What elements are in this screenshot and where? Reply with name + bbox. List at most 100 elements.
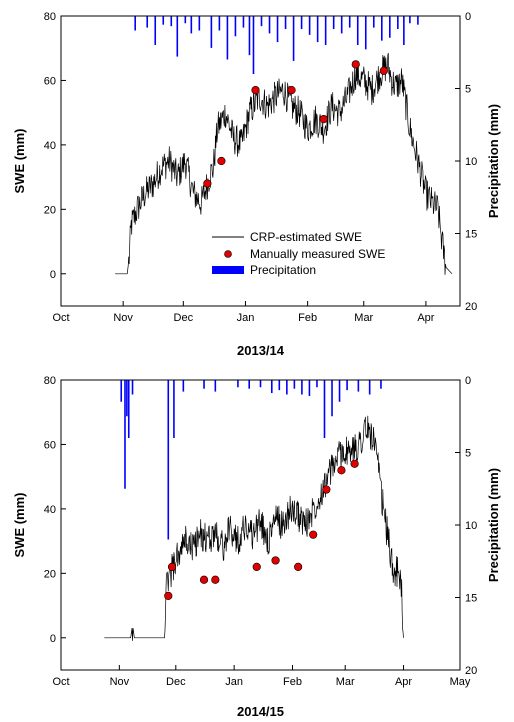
x-tick-label: Mar	[354, 312, 373, 324]
precipitation-bar	[173, 380, 175, 438]
y-tick-label: 20	[44, 568, 56, 580]
y-tick-label: 0	[50, 269, 56, 281]
precipitation-bar	[218, 16, 221, 31]
x-tick-label: Oct	[52, 312, 69, 324]
precipitation-bar	[340, 16, 343, 34]
manual-swe-point	[217, 156, 226, 166]
precipitation-bar	[124, 380, 126, 489]
y2-tick-label: 20	[465, 665, 477, 677]
precipitation-bar	[203, 380, 205, 389]
legend: CRP-estimated SWE Manually measured SWE …	[212, 230, 385, 277]
precipitation-bar	[120, 380, 123, 402]
manual-swe-point	[319, 115, 328, 124]
manual-swe-points	[203, 60, 388, 188]
manual-swe-point	[211, 575, 220, 584]
x-tick-label: Nov	[110, 676, 130, 688]
crp-swe-series-line	[104, 415, 404, 641]
y2-tick-label: 5	[465, 448, 471, 460]
manual-swe-point	[379, 66, 388, 75]
precipitation-bar	[409, 16, 411, 24]
precipitation-bar	[226, 16, 229, 60]
precipitation-bar	[270, 380, 273, 394]
panel-title: 2014/15	[237, 704, 284, 719]
x-tick-label: Dec	[166, 676, 186, 688]
precipitation-bar	[348, 16, 351, 28]
manual-swe-point	[351, 60, 360, 69]
precipitation-bar	[364, 16, 367, 50]
x-tick-label: Apr	[395, 676, 412, 688]
precipitation-bar	[316, 16, 319, 43]
manual-swe-point	[294, 562, 303, 571]
manual-swe-point	[167, 562, 177, 571]
precipitation-bar	[332, 16, 335, 30]
precipitation-bar	[127, 380, 130, 438]
precipitation-bar	[268, 16, 271, 34]
precipitation-bar	[293, 380, 296, 389]
x-tick-label: Feb	[283, 676, 302, 688]
x-tick-label: Apr	[417, 312, 434, 324]
x-tick-label: Nov	[113, 312, 133, 324]
precipitation-bar	[237, 380, 239, 388]
y-tick-label: 40	[44, 140, 56, 152]
manual-swe-point	[203, 179, 212, 188]
x-tick-label: May	[450, 676, 471, 688]
manual-swe-point	[309, 530, 318, 539]
y2-tick-label: 10	[465, 520, 477, 532]
precipitation-bar	[131, 380, 134, 395]
precipitation-bar	[242, 16, 245, 28]
precipitation-bar	[324, 16, 327, 45]
manual-swe-point	[350, 459, 359, 468]
manual-swe-points	[164, 459, 359, 600]
y2-tick-label: 0	[465, 11, 471, 23]
precipitation-bar	[368, 380, 371, 395]
panel-title: 2013/14	[237, 343, 285, 358]
y-tick-label: 60	[44, 439, 56, 451]
y2-tick-label: 15	[465, 593, 477, 605]
panel-2013-14: Oct Nov Dec Jan Feb Mar Apr 0 20 40 60 80 0 5 10 15 20 S…	[12, 11, 501, 358]
y2-axis-title: Precipitation (mm)	[486, 468, 501, 582]
precipitation-bar	[234, 16, 237, 37]
y-tick-label: 40	[44, 504, 56, 516]
x-tick-label: Jan	[225, 676, 243, 688]
manual-swe-point	[287, 86, 296, 95]
manual-swe-point	[164, 591, 173, 600]
crp-swe-line	[104, 415, 404, 641]
precipitation-bar	[372, 16, 375, 28]
x-tick-label: Jan	[237, 312, 255, 324]
y-tick-label: 60	[44, 75, 56, 87]
y-tick-label: 80	[44, 11, 56, 23]
manual-swe-point	[322, 485, 331, 494]
precipitation-bar	[331, 380, 333, 417]
precipitation-bar	[346, 380, 348, 391]
y-axis-title: SWE (mm)	[12, 129, 27, 194]
manual-swe-point	[337, 466, 346, 475]
x-tick-label: Oct	[52, 676, 69, 688]
y2-tick-label: 5	[465, 84, 471, 96]
precipitation-bar	[356, 16, 359, 45]
y2-tick-label: 20	[465, 301, 477, 313]
y2-tick-label: 0	[465, 375, 471, 387]
precipitation-bar	[260, 16, 263, 27]
manual-swe-point	[252, 562, 261, 571]
precipitation-bar	[167, 380, 170, 540]
precipitation-bar	[134, 16, 136, 31]
precipitation-bar	[316, 380, 318, 388]
y-axis-title: SWE (mm)	[12, 493, 27, 558]
precipitation-bar	[284, 16, 287, 30]
precipitation-bar	[214, 380, 217, 392]
precipitation-bar	[184, 16, 187, 24]
y2-axis-title: Precipitation (mm)	[486, 104, 501, 218]
precipitation-bar	[176, 16, 179, 57]
precipitation-bar	[278, 380, 281, 391]
x-tick-label: Feb	[298, 312, 317, 324]
manual-swe-point	[199, 575, 209, 584]
precipitation-bar	[182, 380, 185, 392]
precipitation-bar	[286, 380, 288, 395]
precipitation-bar	[259, 380, 262, 388]
x-tick-label: Mar	[336, 676, 355, 688]
legend-dot-swatch	[224, 250, 232, 258]
precipitation-bar	[126, 380, 128, 417]
precipitation-bar	[252, 16, 255, 74]
precipitation-bar	[210, 16, 213, 48]
